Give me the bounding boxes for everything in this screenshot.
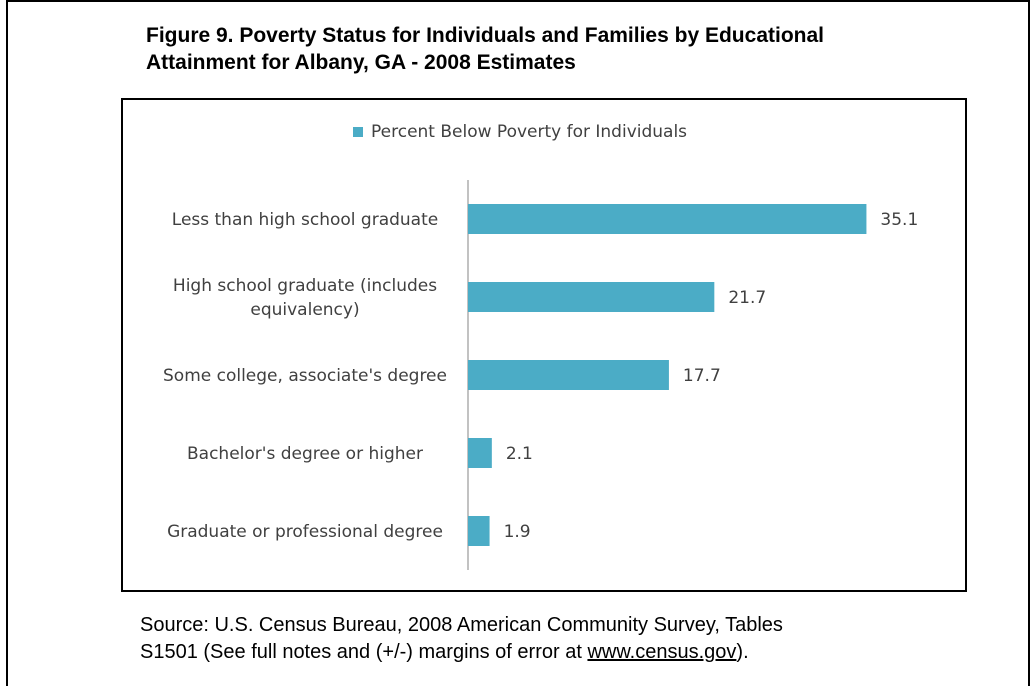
- source-line-1: Source: U.S. Census Bureau, 2008 America…: [140, 614, 783, 636]
- bar-1: [468, 282, 715, 312]
- data-label-1: 21.7: [728, 288, 766, 308]
- bar-4: [468, 516, 490, 546]
- legend-label: Percent Below Poverty for Individuals: [371, 122, 687, 142]
- bars-group: [468, 204, 867, 546]
- data-label-3: 2.1: [506, 444, 533, 464]
- bar-0: [468, 204, 867, 234]
- category-labels-group: Less than high school graduate High schoo…: [163, 210, 447, 542]
- category-label-line: High school graduate (includes: [173, 276, 437, 296]
- legend: Percent Below Poverty for Individuals: [353, 122, 687, 142]
- figure-title: Figure 9. Poverty Status for Individuals…: [146, 22, 966, 76]
- data-label-4: 1.9: [504, 522, 531, 542]
- figure-title-line-1: Figure 9. Poverty Status for Individuals…: [146, 24, 824, 47]
- category-label-3: Bachelor's degree or higher: [187, 444, 423, 464]
- category-label-1: High school graduate (includes equivalenc…: [173, 276, 437, 320]
- chart-container: Percent Below Poverty for Individuals Le…: [121, 98, 967, 592]
- category-label-4: Graduate or professional degree: [167, 522, 443, 542]
- data-label-0: 35.1: [880, 210, 918, 230]
- category-label-0: Less than high school graduate: [172, 210, 438, 230]
- bar-2: [468, 360, 669, 390]
- source-line-2-suffix: ).: [736, 641, 749, 663]
- bar-3: [468, 438, 492, 468]
- source-line-2-prefix: S1501 (See full notes and (+/-) margins …: [140, 641, 588, 663]
- category-label-line: equivalency): [250, 300, 359, 320]
- category-label-2: Some college, associate's degree: [163, 366, 447, 386]
- bar-chart: Percent Below Poverty for Individuals Le…: [163, 122, 919, 570]
- category-label-line: Graduate or professional degree: [167, 522, 443, 542]
- category-label-line: Some college, associate's degree: [163, 366, 447, 386]
- category-label-line: Less than high school graduate: [172, 210, 438, 230]
- legend-swatch: [353, 127, 363, 137]
- data-label-2: 17.7: [683, 366, 721, 386]
- census-link[interactable]: www.census.gov: [587, 641, 737, 663]
- source-note: Source: U.S. Census Bureau, 2008 America…: [140, 612, 1000, 666]
- category-label-line: Bachelor's degree or higher: [187, 444, 423, 464]
- figure-title-line-2: Attainment for Albany, GA - 2008 Estimat…: [146, 51, 576, 74]
- outer-frame: [6, 0, 1030, 686]
- source-line-2: S1501 (See full notes and (+/-) margins …: [140, 639, 1000, 666]
- data-labels-group: 35.1 21.7 17.7 2.1 1.9: [504, 210, 919, 542]
